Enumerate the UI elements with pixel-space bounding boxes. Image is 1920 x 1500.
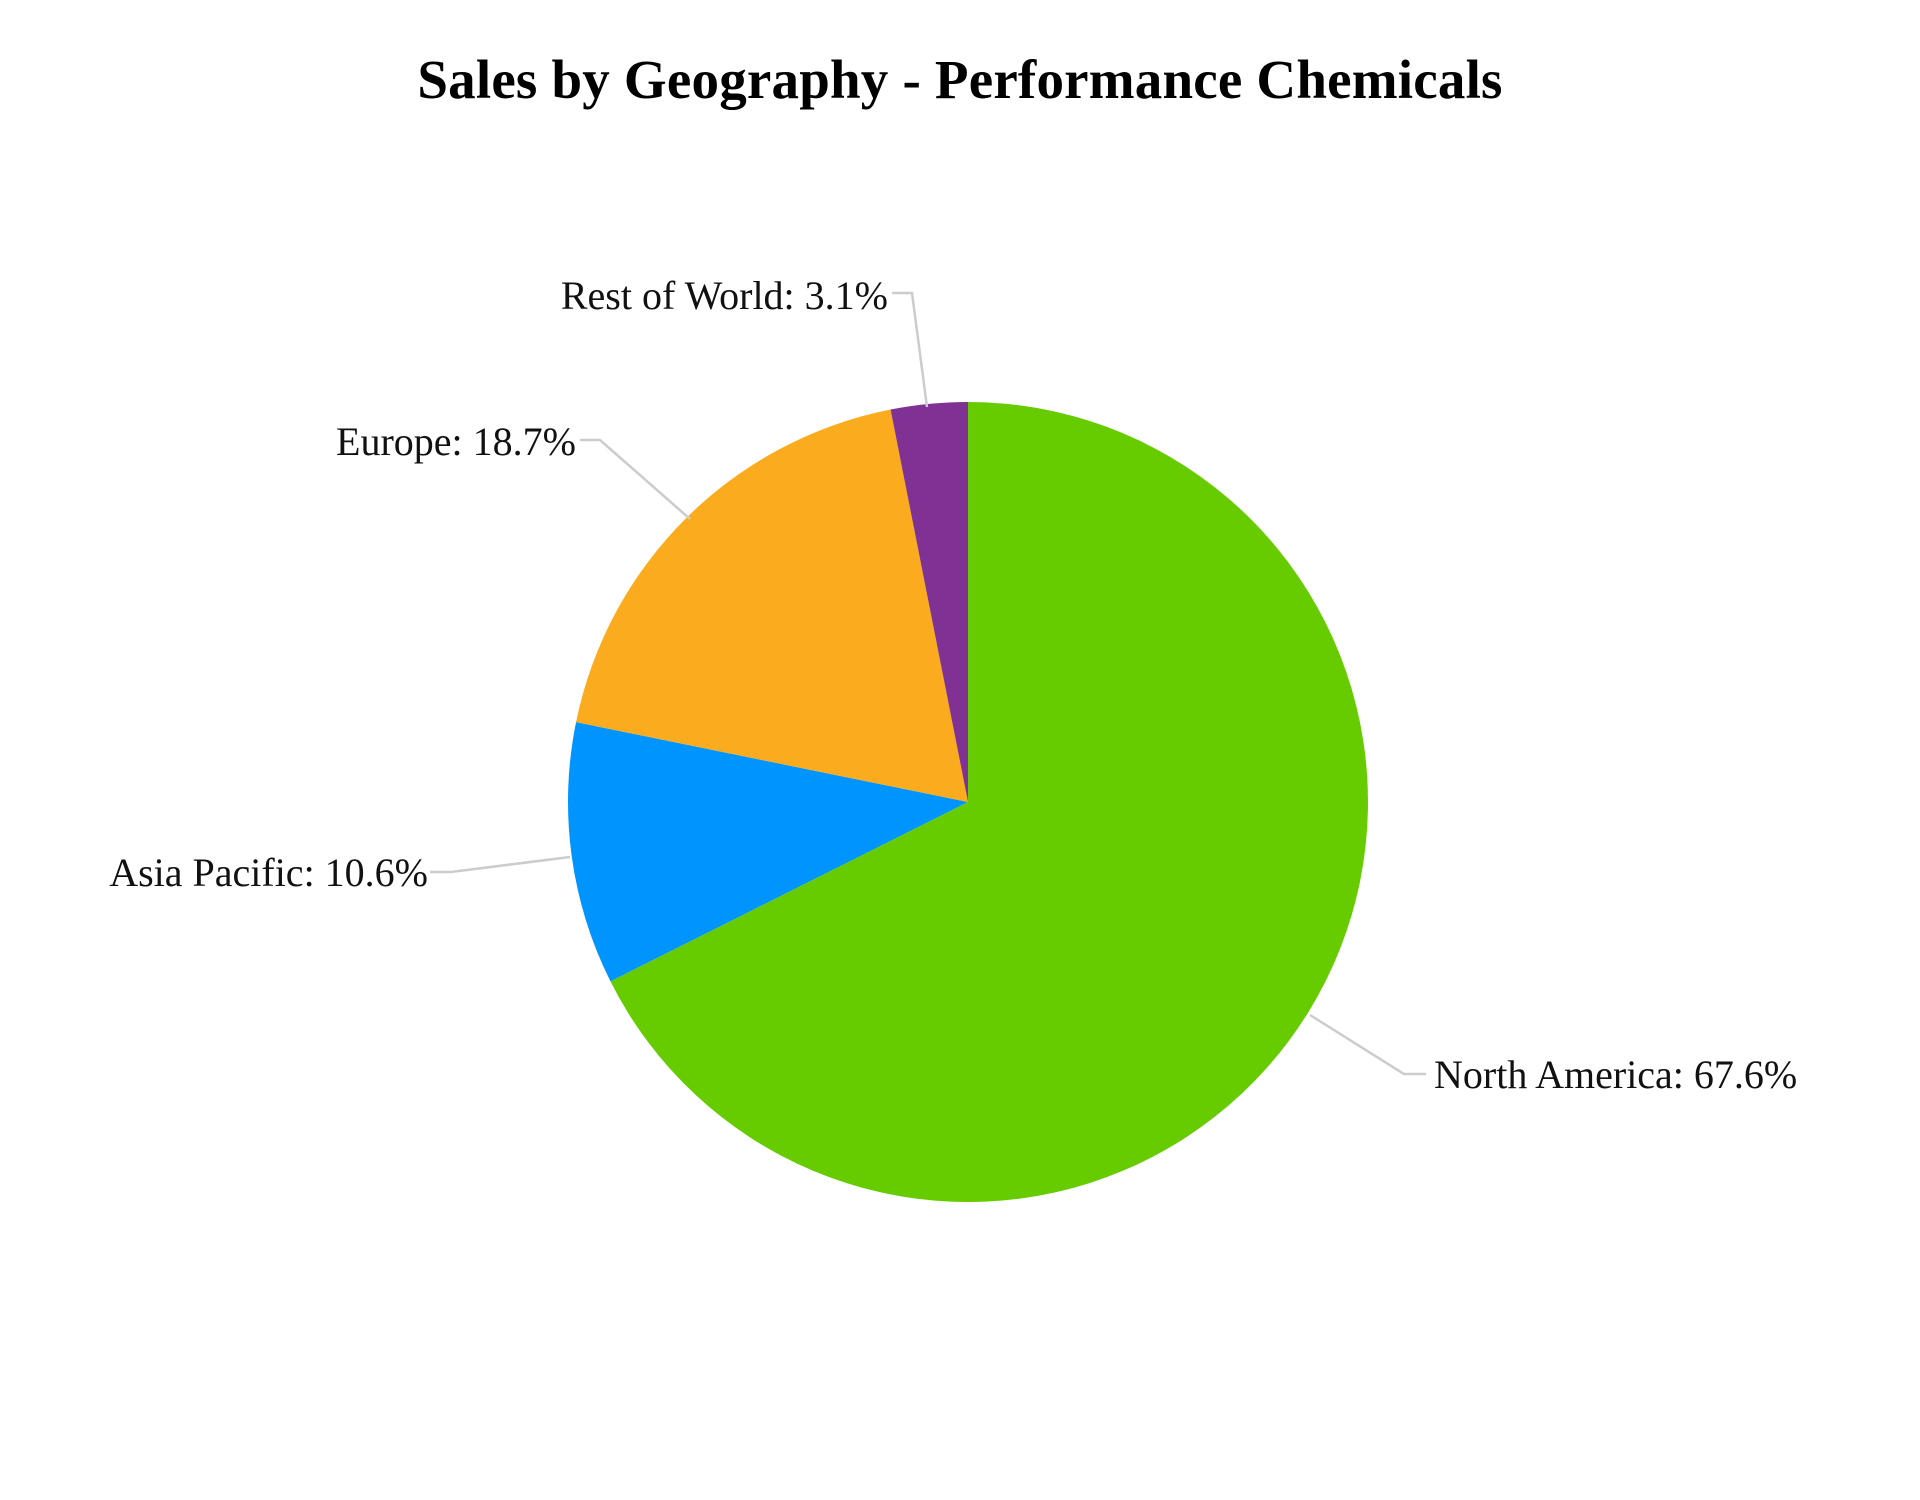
leader-line-rest-of-world bbox=[892, 291, 929, 408]
data-label-europe: Europe: 18.7% bbox=[336, 419, 576, 464]
leader-line-asia-pacific bbox=[430, 855, 571, 874]
chart-title: Sales by Geography - Performance Chemica… bbox=[417, 49, 1503, 110]
leader-line-europe bbox=[580, 438, 691, 520]
pie-slice-rest-of-world bbox=[890, 402, 968, 802]
pie-slice-north-america bbox=[610, 402, 1368, 1202]
data-label-asia-pacific: Asia Pacific: 10.6% bbox=[109, 850, 428, 895]
pie-slices bbox=[568, 402, 1368, 1202]
pie-labels: North America: 67.6% Asia Pacific: 10.6% E… bbox=[109, 273, 1797, 1097]
pie-slice-europe bbox=[576, 409, 968, 802]
pie-slice-asia-pacific bbox=[568, 722, 968, 982]
data-label-rest-of-world: Rest of World: 3.1% bbox=[561, 273, 888, 318]
pie-leader-lines bbox=[430, 291, 1426, 1076]
data-label-north-america: North America: 67.6% bbox=[1434, 1052, 1797, 1097]
leader-line-north-america bbox=[1309, 1013, 1426, 1076]
